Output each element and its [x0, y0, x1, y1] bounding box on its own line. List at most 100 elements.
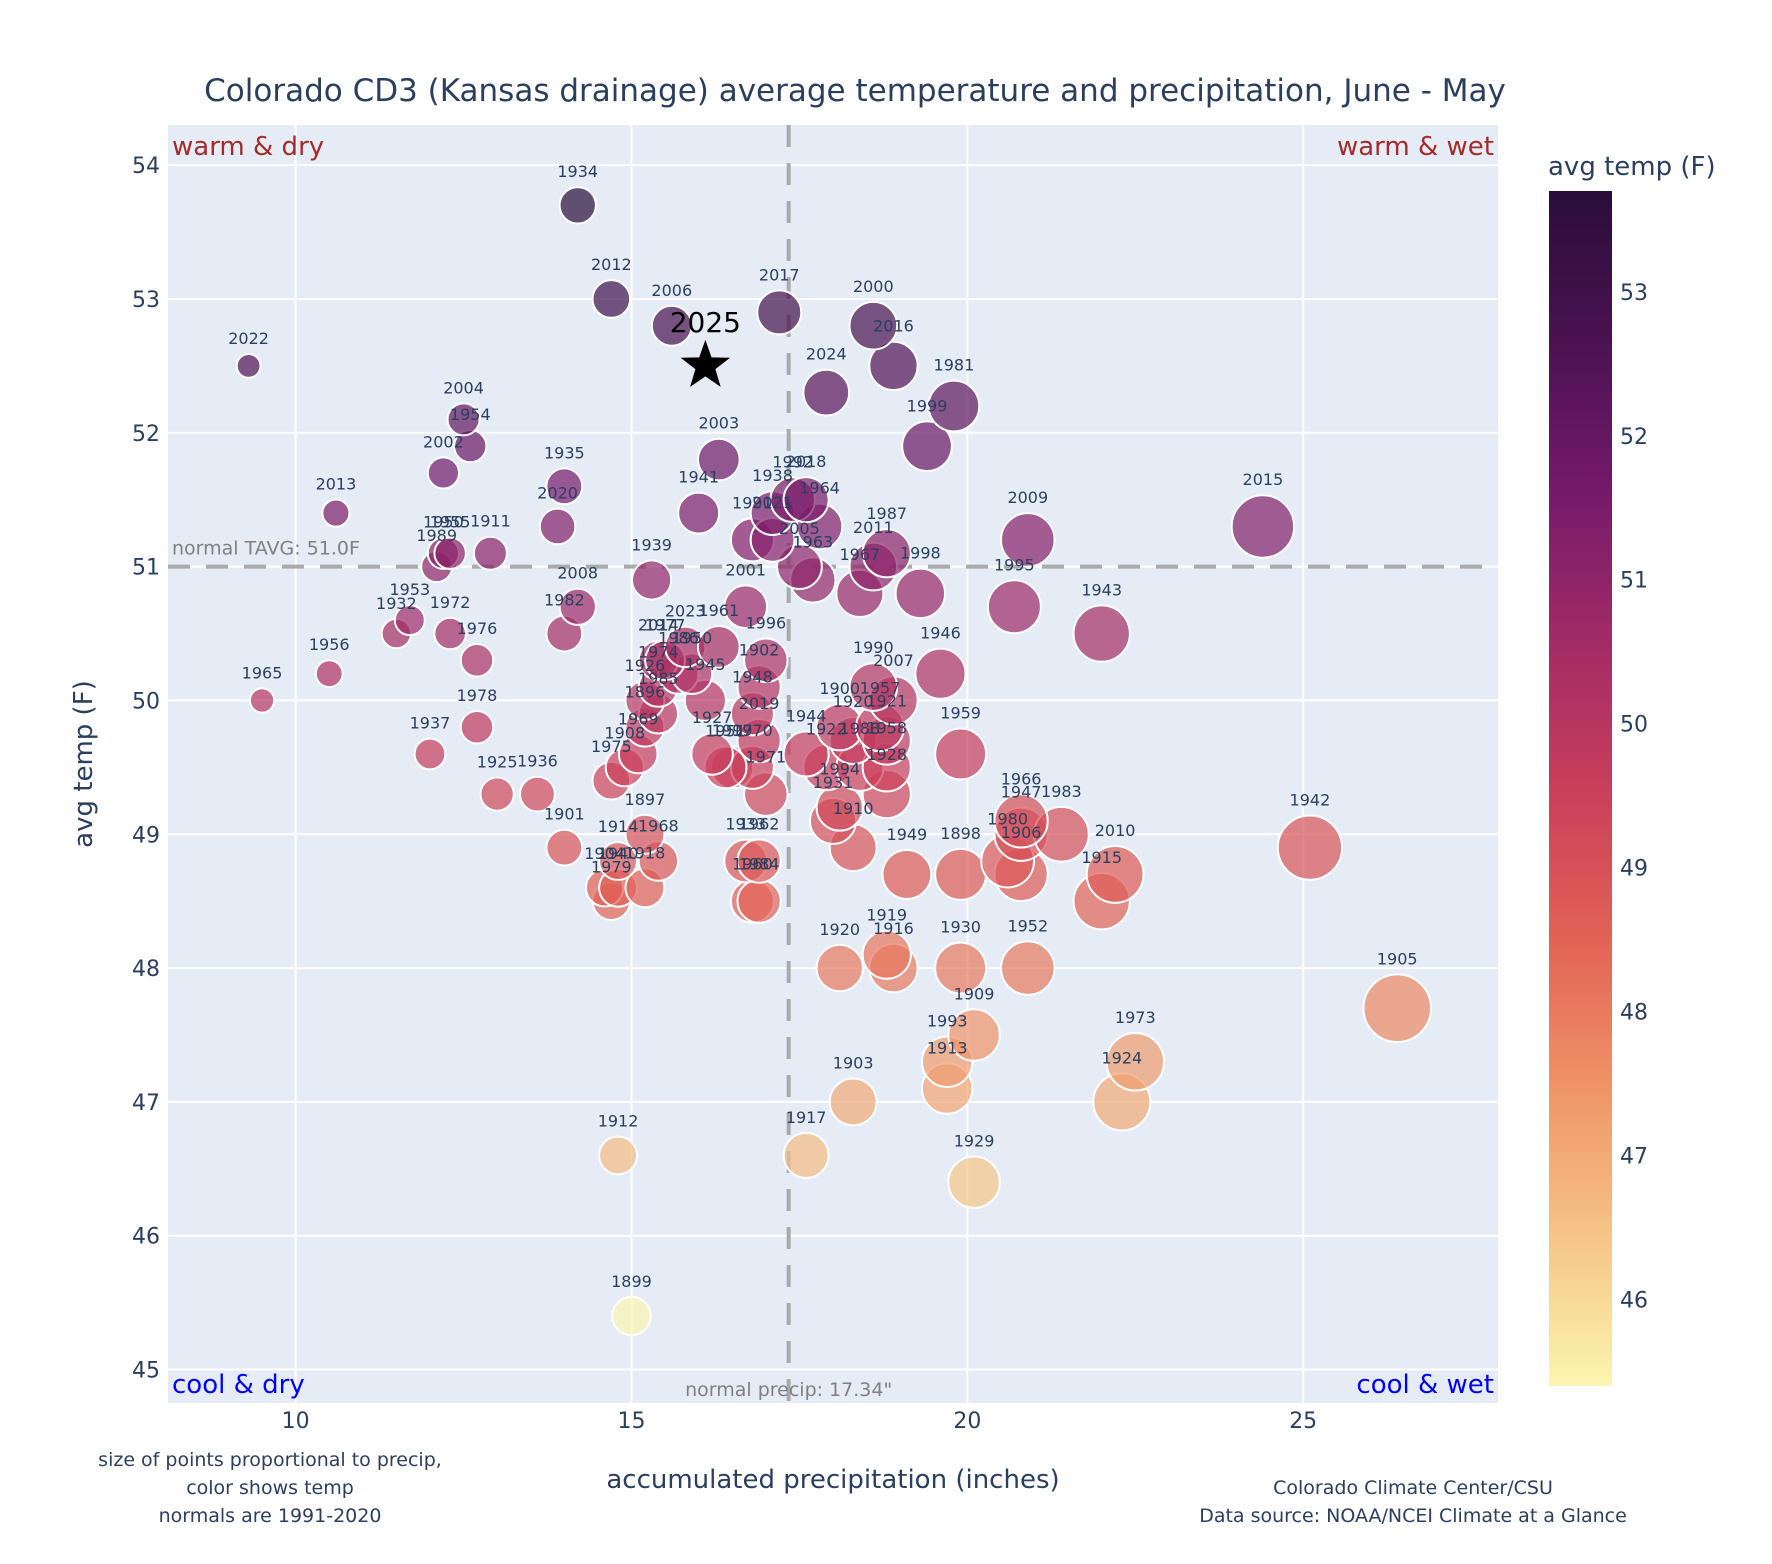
- data-point[interactable]: [993, 793, 1049, 849]
- data-point[interactable]: [558, 186, 597, 225]
- data-point[interactable]: [934, 847, 988, 901]
- point-label: 1966: [1001, 769, 1042, 788]
- point-label: 1910: [833, 799, 874, 818]
- data-point[interactable]: [743, 637, 789, 684]
- data-point[interactable]: [1276, 814, 1344, 881]
- data-point[interactable]: [947, 1155, 1001, 1209]
- data-point[interactable]: [736, 838, 782, 884]
- point-label: 1929: [954, 1131, 995, 1150]
- data-point[interactable]: [848, 662, 899, 712]
- data-point[interactable]: [545, 467, 584, 506]
- data-point[interactable]: [459, 643, 495, 678]
- data-points: [235, 186, 1433, 1337]
- data-point[interactable]: [815, 943, 864, 993]
- data-point[interactable]: [1000, 940, 1056, 996]
- data-point[interactable]: [538, 507, 577, 546]
- point-label: 2015: [1243, 470, 1284, 489]
- data-point[interactable]: [426, 456, 461, 490]
- point-label: 1914: [598, 817, 639, 836]
- point-label: 1993: [927, 1012, 968, 1031]
- data-point[interactable]: [1362, 973, 1433, 1044]
- data-point[interactable]: [235, 352, 262, 379]
- star-marker[interactable]: [680, 339, 731, 387]
- data-point[interactable]: [914, 647, 967, 700]
- data-point[interactable]: [934, 727, 988, 781]
- point-label: 1901: [544, 805, 585, 824]
- data-point[interactable]: [736, 878, 782, 924]
- data-point[interactable]: [314, 659, 344, 689]
- data-point[interactable]: [696, 625, 741, 669]
- data-point[interactable]: [459, 709, 495, 745]
- data-point[interactable]: [828, 1077, 878, 1127]
- data-point[interactable]: [1000, 512, 1056, 568]
- point-label: 1947: [1001, 783, 1042, 802]
- data-point[interactable]: [782, 476, 830, 524]
- data-point[interactable]: [413, 737, 447, 771]
- data-point[interactable]: [868, 340, 919, 392]
- data-point[interactable]: [696, 437, 741, 482]
- data-point[interactable]: [598, 1135, 638, 1176]
- point-label: 1918: [625, 843, 666, 862]
- data-point[interactable]: [861, 929, 912, 980]
- data-point[interactable]: [690, 732, 734, 776]
- data-point[interactable]: [894, 567, 947, 620]
- data-point[interactable]: [1072, 604, 1131, 663]
- point-label: 1956: [309, 635, 350, 654]
- data-point[interactable]: [848, 300, 899, 351]
- point-label: 1987: [866, 504, 907, 523]
- point-label: 1934: [557, 162, 598, 181]
- data-point[interactable]: [545, 828, 584, 867]
- point-label: 1941: [678, 468, 719, 487]
- point-label: 1902: [739, 640, 780, 659]
- data-point[interactable]: [927, 379, 981, 433]
- data-point[interactable]: [756, 289, 803, 336]
- data-point[interactable]: [248, 687, 276, 714]
- data-point[interactable]: [947, 1008, 1001, 1062]
- data-point[interactable]: [861, 528, 912, 579]
- point-label: 1906: [1001, 823, 1042, 842]
- data-point[interactable]: [802, 368, 851, 417]
- data-point[interactable]: [901, 420, 953, 473]
- x-axis-label: accumulated precipitation (inches): [606, 1465, 1059, 1495]
- data-point[interactable]: [598, 841, 638, 881]
- data-point[interactable]: [446, 402, 481, 437]
- data-point[interactable]: [433, 616, 467, 651]
- data-point[interactable]: [1230, 494, 1296, 559]
- data-point[interactable]: [433, 536, 467, 570]
- data-point[interactable]: [631, 559, 673, 601]
- data-point[interactable]: [393, 604, 426, 637]
- data-point[interactable]: [321, 498, 351, 528]
- data-point[interactable]: [723, 584, 769, 630]
- data-point[interactable]: [934, 941, 988, 995]
- point-label: 1982: [544, 591, 585, 610]
- chart-title: Colorado CD3 (Kansas drainage) average t…: [204, 73, 1506, 109]
- point-label: 1994: [819, 759, 860, 778]
- data-point[interactable]: [782, 730, 830, 778]
- point-label: 1946: [920, 624, 961, 643]
- quadrant-label-warm-dry: warm & dry: [172, 132, 324, 162]
- data-point[interactable]: [782, 1131, 830, 1179]
- point-label: 1978: [457, 686, 498, 705]
- data-point[interactable]: [1085, 844, 1145, 904]
- point-label: 1896: [625, 683, 666, 702]
- data-point[interactable]: [479, 776, 515, 812]
- point-label: 1990: [853, 638, 894, 657]
- colorbar: [1549, 191, 1612, 1386]
- point-label: 1999: [907, 396, 948, 415]
- data-point[interactable]: [986, 579, 1042, 635]
- data-point[interactable]: [650, 304, 693, 347]
- data-point[interactable]: [881, 848, 933, 900]
- data-point[interactable]: [591, 279, 632, 319]
- data-point[interactable]: [558, 587, 597, 626]
- point-label: 1960: [732, 855, 773, 874]
- data-point[interactable]: [611, 1295, 652, 1337]
- point-label: 1930: [940, 918, 981, 937]
- data-point[interactable]: [472, 535, 508, 571]
- data-point[interactable]: [519, 775, 556, 813]
- data-point[interactable]: [624, 813, 666, 855]
- point-label: 1935: [544, 443, 585, 462]
- data-point[interactable]: [677, 491, 721, 535]
- point-label: 2020: [537, 484, 578, 503]
- point-label: 1964: [799, 479, 840, 498]
- data-point[interactable]: [1105, 1031, 1166, 1092]
